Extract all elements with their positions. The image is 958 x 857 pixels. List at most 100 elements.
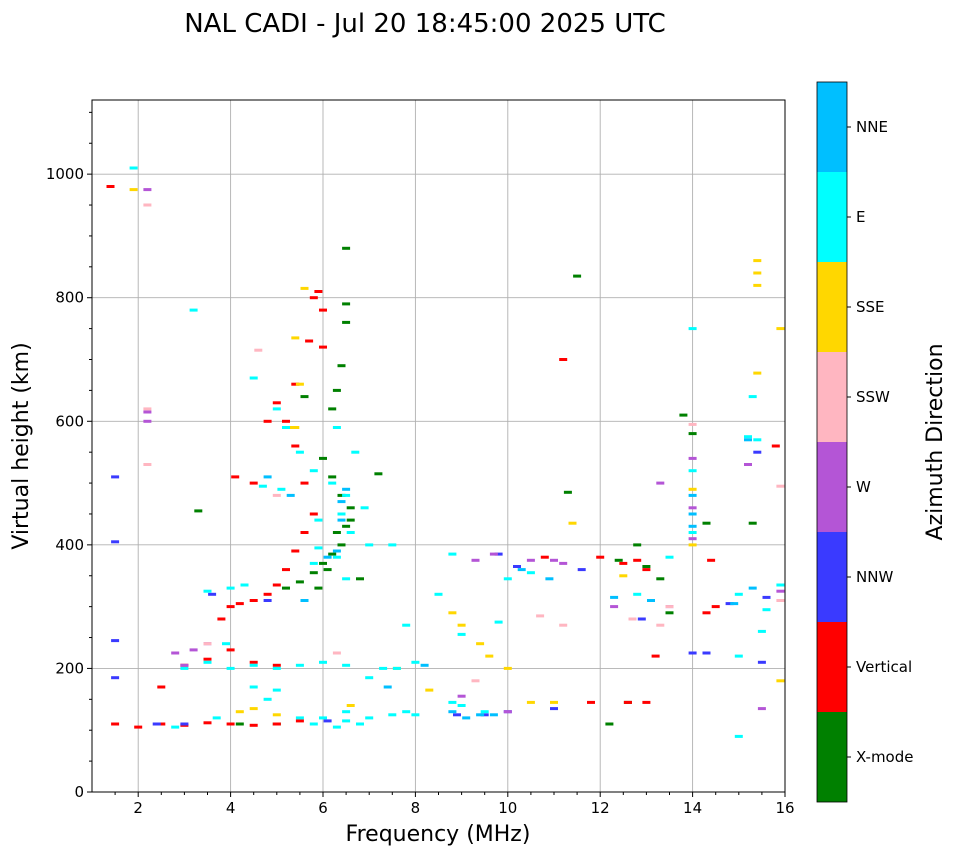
echo-point-xmode <box>342 320 351 324</box>
echo-point-vertical <box>263 419 272 423</box>
colorbar-label-w: W <box>856 478 871 496</box>
echo-point-e <box>494 620 503 624</box>
x-tick-label: 8 <box>411 799 421 817</box>
echo-point-e <box>457 632 466 636</box>
echo-point-nne <box>462 716 471 720</box>
echo-point-nne <box>323 555 332 559</box>
echo-point-vertical <box>272 663 281 667</box>
echo-point-sse <box>688 543 697 547</box>
echo-point-e <box>342 663 351 667</box>
echo-point-sse <box>300 286 309 290</box>
echo-point-w <box>143 419 152 423</box>
echo-point-ssw <box>536 614 545 618</box>
echo-point-ssw <box>143 463 152 466</box>
echo-point-e <box>272 666 281 670</box>
echo-point-e <box>748 395 757 399</box>
echo-point-e <box>734 592 743 596</box>
echo-point-xmode <box>702 521 711 525</box>
echo-point-e <box>180 666 189 670</box>
echo-point-sse <box>235 710 244 714</box>
echo-point-e <box>319 660 327 664</box>
echo-point-e <box>734 734 743 738</box>
echo-point-w <box>143 410 152 414</box>
echo-point-e <box>633 592 642 596</box>
echo-point-nnw <box>757 660 766 664</box>
echo-point-vertical <box>642 700 651 704</box>
echo-point-nne <box>332 549 341 553</box>
plot-frame <box>91 99 786 793</box>
colorbar-swatch <box>817 172 847 262</box>
echo-point-xmode <box>374 472 383 476</box>
echo-point-vertical <box>319 345 327 349</box>
echo-point-nne <box>489 713 498 717</box>
echo-point-xmode <box>337 493 346 497</box>
echo-point-vertical <box>642 568 651 572</box>
echo-point-nne <box>448 710 457 714</box>
echo-point-vertical <box>300 531 309 534</box>
echo-point-vertical <box>291 444 300 448</box>
echo-point-vertical <box>226 605 235 609</box>
echo-point-e <box>240 583 249 587</box>
echo-point-ssw <box>203 642 212 646</box>
echo-point-e <box>203 589 212 593</box>
echo-point-sse <box>346 704 355 707</box>
echo-point-nne <box>610 595 619 599</box>
echo-point-vertical <box>623 700 632 704</box>
y-tick-label: 600 <box>55 412 84 430</box>
echo-point-xmode <box>342 246 351 250</box>
colorbar-swatch <box>817 532 847 622</box>
echo-point-nnw <box>725 602 734 606</box>
echo-point-w <box>180 663 189 667</box>
echo-point-e <box>526 571 535 575</box>
echo-point-e <box>365 716 374 720</box>
echo-point-e <box>356 722 364 726</box>
echo-point-w <box>489 552 498 556</box>
echo-point-xmode <box>748 521 757 525</box>
echo-point-e <box>365 676 374 680</box>
echo-point-xmode <box>319 456 327 460</box>
echo-point-xmode <box>679 413 688 417</box>
colorbar-label-nne: NNE <box>856 118 888 136</box>
echo-point-nne <box>337 500 346 504</box>
echo-point-e <box>434 592 443 596</box>
echo-point-w <box>656 481 665 485</box>
echo-point-vertical <box>272 401 281 405</box>
echo-point-vertical <box>309 296 318 300</box>
echo-point-w <box>457 694 466 698</box>
colorbar: X-mode Vertical NNW W SSW SSE E NNE <box>816 81 913 803</box>
echo-point-nne <box>300 599 309 602</box>
echo-point-w <box>559 561 568 565</box>
echo-point-w <box>776 589 785 593</box>
echo-point-nnw <box>263 599 272 602</box>
colorbar-swatch <box>817 622 847 712</box>
colorbar-label-sse: SSE <box>856 298 885 316</box>
echo-point-xmode <box>328 552 337 556</box>
echo-point-e <box>309 561 318 565</box>
echo-point-vertical <box>587 700 595 704</box>
echo-point-vertical <box>111 722 120 726</box>
colorbar-label-e: E <box>856 208 865 226</box>
colorbar-swatch <box>817 82 847 172</box>
echo-point-nne <box>342 487 351 491</box>
echo-point-xmode <box>688 432 697 436</box>
echo-point-nne <box>730 602 739 606</box>
echo-point-xmode <box>309 571 318 575</box>
echo-point-nnw <box>637 617 646 621</box>
echo-point-w <box>471 558 480 562</box>
echo-point-xmode <box>295 580 304 584</box>
echo-point-e <box>342 493 351 497</box>
echo-point-nne <box>383 685 392 689</box>
echo-point-nnw <box>702 651 711 655</box>
echo-point-xmode <box>356 577 364 581</box>
echo-point-sse <box>291 336 300 340</box>
colorbar-swatch <box>817 262 847 352</box>
colorbar-label: Azimuth Direction <box>923 343 948 540</box>
echo-point-sse <box>295 382 304 386</box>
echo-point-xmode <box>194 509 203 513</box>
echo-point-e <box>448 552 457 556</box>
echo-point-e <box>309 722 318 726</box>
echo-point-nnw <box>513 565 521 568</box>
echo-point-nnw <box>152 722 161 726</box>
echo-point-xmode <box>633 543 642 547</box>
